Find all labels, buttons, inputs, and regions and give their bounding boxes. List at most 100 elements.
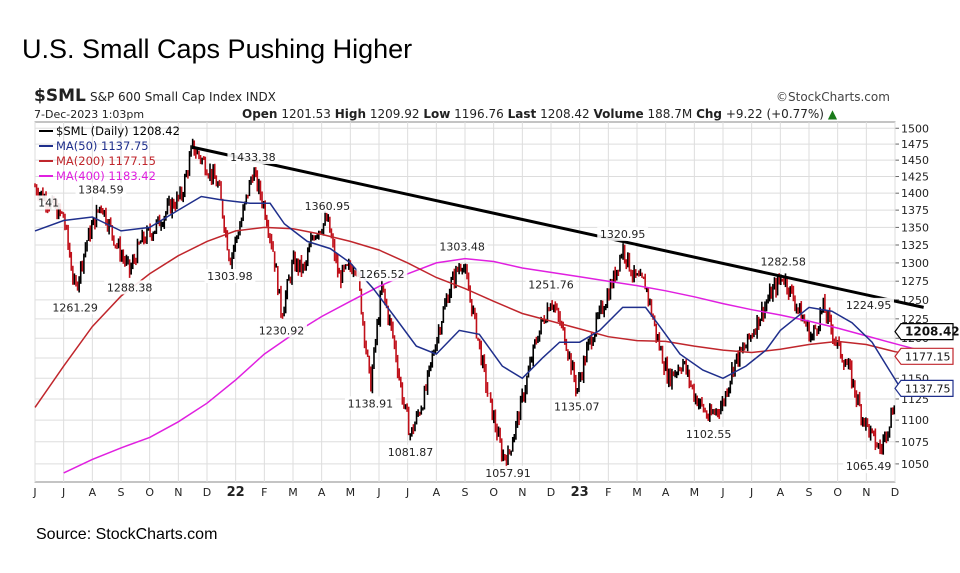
volume-value: 188.7M bbox=[647, 107, 693, 121]
annotation-bg bbox=[525, 277, 577, 292]
x-tick-label: J bbox=[720, 486, 724, 499]
index-name: S&P 600 Small Cap Index INDX bbox=[90, 90, 276, 104]
y-tick-label: 1100 bbox=[901, 414, 929, 427]
up-arrow-icon: ▲ bbox=[827, 107, 838, 121]
annotation-label: 1303.98 bbox=[207, 270, 253, 283]
annotation-bg bbox=[356, 267, 408, 282]
annotation-label: 1433.38 bbox=[230, 151, 276, 164]
y-tick-label: 1225 bbox=[901, 313, 929, 326]
x-tick-label: J bbox=[32, 486, 36, 499]
y-tick-label: 1050 bbox=[901, 458, 929, 471]
x-tick-label: S bbox=[806, 486, 813, 499]
value-tag-label: 1137.75 bbox=[905, 382, 951, 395]
low-label: Low bbox=[423, 107, 451, 121]
chg-value: +9.22 (+0.77%) bbox=[725, 107, 824, 121]
high-value: 1209.92 bbox=[369, 107, 420, 121]
annotation-bg bbox=[385, 444, 436, 459]
x-tick-label: A bbox=[433, 486, 441, 499]
current-value-labels: 1208.42 1177.15 1137.75 bbox=[894, 323, 960, 397]
x-tick-label: A bbox=[777, 486, 785, 499]
ma400-line bbox=[63, 257, 924, 474]
annotation-label: 1065.49 bbox=[846, 460, 892, 473]
chart-date: 7-Dec-2023 1:03pm bbox=[34, 108, 145, 121]
y-tick-label: 1375 bbox=[901, 204, 929, 217]
x-tick-label: D bbox=[891, 486, 899, 499]
x-tick-label: J bbox=[61, 486, 65, 499]
annotation-bg bbox=[104, 280, 155, 295]
annotation-bg bbox=[75, 182, 127, 197]
peak-trough-labels: 141 1261.29 1384.59 1288.38 1303.98 1433.38 12… bbox=[36, 150, 894, 480]
annotation-label: 1081.87 bbox=[388, 446, 434, 459]
low-value: 1196.76 bbox=[454, 107, 504, 121]
high-label: High bbox=[334, 107, 367, 121]
x-tick-label: O bbox=[145, 486, 154, 499]
annotation-label: 1288.38 bbox=[107, 281, 153, 294]
x-tick-label: S bbox=[462, 486, 469, 499]
price-stats: Open 1201.53 High 1209.92 Low 1196.76 La… bbox=[242, 107, 837, 121]
annotation-bg bbox=[204, 269, 256, 284]
annotation-bg bbox=[551, 399, 603, 414]
annotation-label: 141 bbox=[38, 196, 59, 209]
x-tick-label: A bbox=[662, 486, 670, 499]
annotation-bg bbox=[843, 459, 894, 474]
value-tag bbox=[894, 379, 954, 397]
x-tick-label: 22 bbox=[227, 485, 245, 500]
x-tick-label: O bbox=[833, 486, 842, 499]
x-tick-label: N bbox=[862, 486, 870, 499]
x-tick-label: N bbox=[174, 486, 182, 499]
legend-item-label: MA(400) 1183.42 bbox=[56, 169, 156, 183]
x-tick-label: A bbox=[89, 486, 97, 499]
exchange-text: INDX bbox=[245, 90, 276, 104]
annotation-bg bbox=[256, 323, 307, 338]
ma200-line bbox=[34, 226, 924, 408]
annotation-label: 1251.76 bbox=[528, 279, 574, 292]
legend-item-label: $SML (Daily) 1208.42 bbox=[56, 124, 180, 138]
y-tick-label: 1325 bbox=[901, 239, 929, 252]
x-tick-label: J bbox=[405, 486, 409, 499]
ma50-line bbox=[34, 195, 924, 394]
annotation-label: 1360.95 bbox=[305, 200, 351, 213]
index-name-text: S&P 600 Small Cap Index bbox=[90, 90, 243, 104]
legend-item-label: MA(50) 1137.75 bbox=[56, 139, 149, 153]
y-tick-label: 1275 bbox=[901, 275, 929, 288]
open-value: 1201.53 bbox=[281, 107, 331, 121]
value-tag-label: 1177.15 bbox=[905, 350, 951, 363]
x-tick-label: M bbox=[288, 486, 298, 499]
x-tick-label: S bbox=[118, 486, 125, 499]
annotation-label: 1102.55 bbox=[686, 428, 732, 441]
y-tick-label: 1400 bbox=[901, 187, 929, 200]
x-tick-label: D bbox=[203, 486, 211, 499]
annotation-label: 1224.95 bbox=[846, 299, 892, 312]
x-tick-label: F bbox=[605, 486, 611, 499]
last-label: Last bbox=[507, 107, 537, 121]
annotation-bg bbox=[49, 300, 101, 315]
annotation-bg bbox=[436, 239, 488, 254]
annotation-bg bbox=[36, 195, 62, 210]
annotation-bg bbox=[482, 465, 534, 480]
x-tick-label: 23 bbox=[571, 485, 589, 500]
annotation-bg bbox=[757, 254, 809, 269]
slide-title: U.S. Small Caps Pushing Higher bbox=[22, 34, 413, 64]
annotation-label: 1230.92 bbox=[259, 324, 305, 337]
annotation-label: 1135.07 bbox=[554, 401, 600, 414]
annotation-label: 1265.52 bbox=[359, 268, 405, 281]
annotation-label: 1384.59 bbox=[78, 184, 124, 197]
annotation-bg bbox=[597, 226, 649, 241]
x-tick-label: M bbox=[632, 486, 642, 499]
annotation-label: 1138.91 bbox=[348, 397, 394, 410]
annotation-label: 1303.48 bbox=[439, 240, 485, 253]
y-tick-label: 1350 bbox=[901, 221, 929, 234]
x-tick-label: D bbox=[547, 486, 555, 499]
annotation-label: 1320.95 bbox=[600, 228, 646, 241]
x-tick-label: M bbox=[346, 486, 356, 499]
x-tick-label: N bbox=[518, 486, 526, 499]
annotation-bg bbox=[302, 198, 353, 213]
annotation-label: 1282.58 bbox=[760, 256, 806, 269]
price-candles bbox=[34, 138, 896, 470]
annotation-label: 1057.91 bbox=[485, 467, 531, 480]
value-tag bbox=[894, 323, 954, 341]
last-value: 1208.42 bbox=[540, 107, 590, 121]
annotation-bg bbox=[345, 396, 396, 411]
